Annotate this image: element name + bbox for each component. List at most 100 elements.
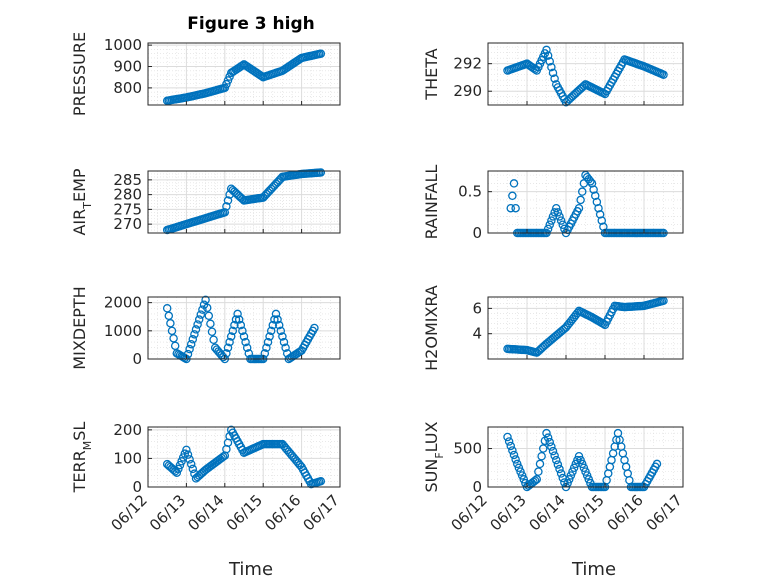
rainfall-data-point [592,197,602,207]
terr_msl-xtick-label: 06/16 [261,491,304,534]
mixdepth-data-point [225,337,234,347]
terr_msl-data-point [218,452,228,462]
panel-rainfall: 0 0.5 RAINFALL [422,165,684,242]
mixdepth-data-point [281,343,290,352]
mixdepth-data-point [310,323,319,333]
mixdepth-data-point [262,343,271,352]
rainfall-data-point [589,185,598,194]
h2omixra-y-axis-label: H2OMIXRA [422,285,441,371]
mixdepth-data-point [183,349,193,359]
rainfall-data-point [587,179,597,188]
terr_msl-data-point [185,455,194,464]
mixdepth-data-point [278,332,287,341]
mixdepth-data-point [274,320,284,330]
sun_flux-data-point [652,459,662,469]
mixdepth-data-point [228,326,238,336]
rainfall-data-point [509,179,519,188]
figure-title: Figure 3 high [187,14,315,34]
terr_msl-data-point [316,477,326,486]
pressure-ytick-label: 800 [113,79,142,97]
rainfall-data-point [586,177,595,186]
mixdepth-data-point [276,326,286,336]
mixdepth-data-point [206,319,215,329]
rainfall-data-point [550,208,559,217]
sun_flux-data-point [503,432,512,442]
mixdepth-data-point [271,309,281,319]
sun_flux-y-axis-label: SUNFLUX [422,421,446,492]
sun_flux-data-point [578,459,587,469]
terr_msl-xtick-label: 06/13 [146,491,189,534]
mixdepth-data-point [279,337,289,347]
theta-data-point [547,62,556,72]
rainfall-y-axis-label: RAINFALL [422,165,441,240]
mixdepth-data-point [273,315,282,324]
theta-data-point [548,68,558,78]
sun_flux-data-point [565,475,574,484]
rainfall-data-point [597,216,607,225]
sun_flux-data-point [519,475,529,484]
terr_msl-data-point [175,460,185,470]
sun_flux-data-point [513,459,522,469]
mixdepth-data-point [204,311,214,321]
sun_flux-xtick-label: 06/15 [565,491,608,534]
theta-data-point [550,74,559,83]
sun_flux-data-point [579,463,589,473]
rainfall-data-point [548,212,558,221]
sun_flux-data-point [539,444,548,453]
sun_flux-data-point [548,446,558,456]
sun_flux-data-point [509,450,519,460]
mixdepth-data-point [201,295,210,305]
rainfall-data-point [506,203,515,213]
rainfall-data-point [543,224,553,234]
sun_flux-data-point [516,467,525,476]
theta-y-axis-label: THETA [422,48,441,100]
air_temp-ytick-label: 275 [113,200,142,218]
sun_flux-data-point [574,451,584,461]
mixdepth-ytick-label: 0 [132,350,142,368]
sun_flux-data-point [553,460,563,469]
panel-h2omixra: 4 6 H2OMIXRA [422,285,684,371]
mixdepth-data-point [185,344,194,354]
terr_msl-xtick-label: 06/15 [223,491,266,534]
x-axis-label-right: Time [571,559,616,580]
mixdepth-ytick-label: 2000 [104,294,142,312]
sun_flux-data-point [530,476,540,485]
panel-theta: 290 292 THETA [422,42,684,107]
air_temp-data-point [316,168,326,177]
sun_flux-ytick-label: 0 [472,478,482,496]
mixdepth-data-point [268,320,278,330]
rainfall-data-point [594,203,603,213]
mixdepth-y-axis-label: MIXDEPTH [70,286,89,369]
mixdepth-data-point [238,326,247,336]
mixdepth-data-point [242,343,252,352]
mixdepth-data-point [198,305,207,314]
theta-axes-box [487,42,684,106]
rainfall-axes-box [487,170,684,234]
rainfall-ytick-label: 0 [472,224,482,242]
terr_msl-data-point [186,459,196,469]
h2omixra-ytick-label: 6 [472,299,482,317]
mixdepth-data-point [226,332,236,341]
sun_flux-data-point [568,467,577,476]
mixdepth-data-point [265,332,274,341]
rainfall-data-point [556,216,566,225]
terr_msl-xtick-label: 06/17 [300,491,343,534]
theta-ytick-label: 290 [453,82,482,100]
sun_flux-xtick-label: 06/14 [526,491,569,534]
mixdepth-data-point [239,332,249,341]
terr_msl-data-point [174,464,183,474]
terr_msl-xtick-label: 06/14 [184,491,227,534]
sun_flux-data-point [584,475,594,484]
sun_flux-data-point [552,455,561,465]
mixdepth-data-point [223,343,233,352]
pressure-axes-box [147,42,341,106]
mixdepth-data-point [270,315,279,324]
theta-data-point [542,45,551,55]
rainfall-data-point [555,212,564,221]
pressure-ytick-label: 900 [113,58,142,76]
rainfall-data-point [553,208,563,217]
mixdepth-data-point [263,337,273,347]
mixdepth-data-point [236,320,246,330]
